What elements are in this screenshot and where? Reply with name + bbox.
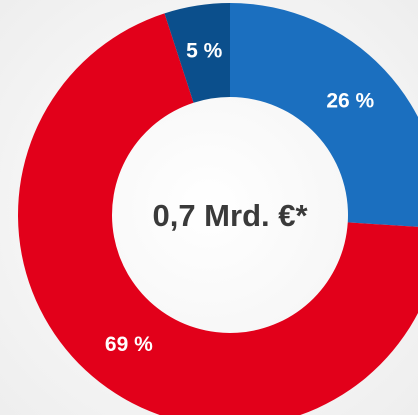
center-label: 0,7 Mrd. €*: [152, 198, 308, 233]
donut-slice: [164, 3, 230, 103]
slices: [18, 3, 418, 415]
value-label: 26 %: [326, 90, 374, 113]
value-label: 69 %: [105, 333, 153, 356]
donut-slice: [18, 13, 418, 415]
donut-slice: [230, 3, 418, 227]
value-label: 5 %: [186, 40, 223, 63]
